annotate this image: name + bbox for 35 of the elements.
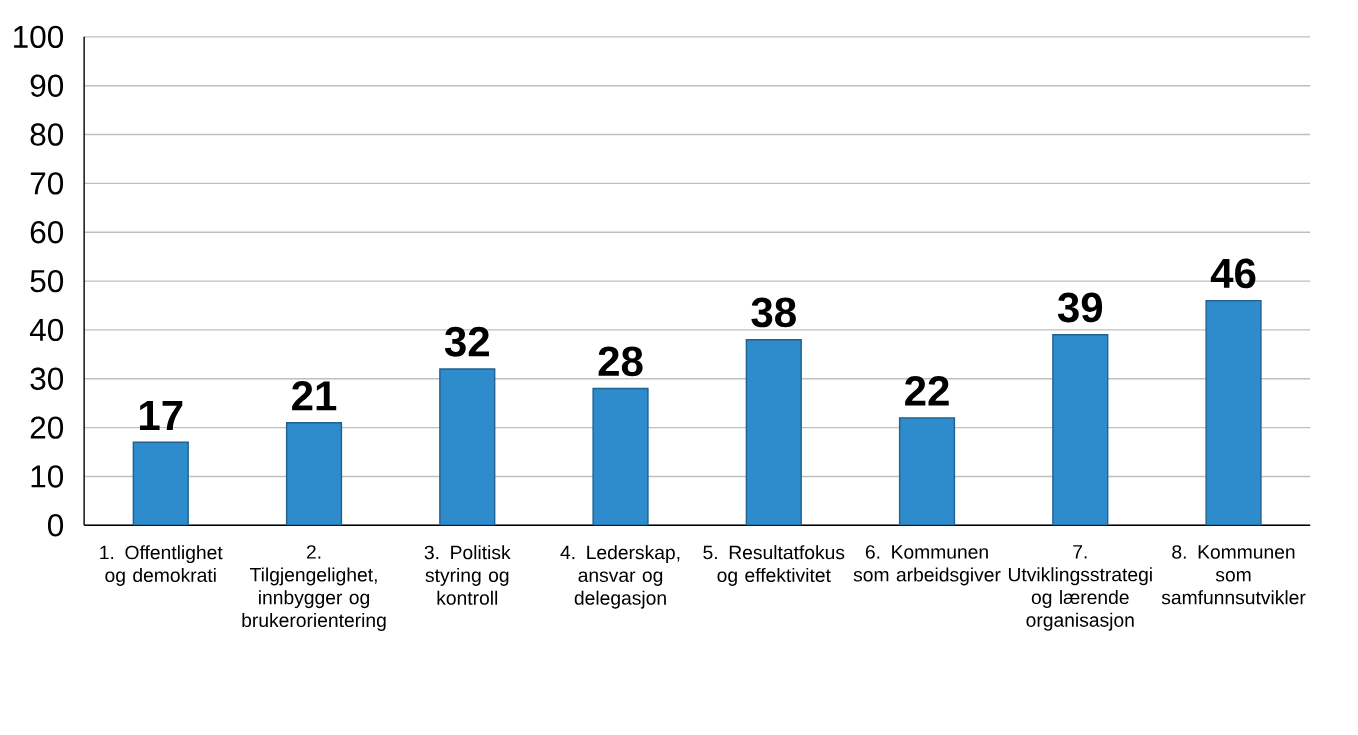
x-tick-label: 8. Kommunen som samfunnsutvikler [1161,545,1306,605]
data-label: 38 [751,297,796,328]
bar [745,339,802,526]
bar [898,417,956,526]
y-tick-label: 50 [30,270,64,293]
x-tick-label: 1. Offentlighet og demokrati [100,545,223,587]
data-label: 17 [140,401,183,431]
bar [132,441,189,526]
data-label: 21 [292,381,337,411]
y-tick-label: 90 [30,74,64,98]
x-tick-label: 2. Tilgjengelighet, innbygger og brukerorientering [242,545,386,632]
x-tick-label: 4. Lederskap, ansvar og delegasjon [560,545,680,609]
y-tick-label: 80 [30,123,64,146]
bar [439,368,496,526]
x-tick-label: 7. Utviklingsstrategi og lærende organisasjon [1008,545,1152,631]
y-tick-label: 0 [47,514,64,537]
y-tick-label: 100 [14,25,64,49]
y-tick-label: 10 [31,465,64,488]
y-tick-label: 60 [30,221,64,244]
y-tick-label: 30 [30,367,64,391]
bar [285,422,343,526]
x-tick-label: 6. Kommunen som arbeidsgiver [853,545,1001,586]
data-label: 22 [905,376,949,406]
bar [592,388,649,526]
bar [1052,334,1109,526]
x-tick-label: 5. Resultatfokus og effektivitet [703,545,845,587]
y-tick-label: 40 [29,318,64,342]
data-label: 28 [598,346,643,377]
y-tick-label: 70 [30,172,64,195]
data-label: 39 [1057,292,1103,323]
x-tick-label: 3. Politisk styring og kontroll [424,545,511,605]
data-label: 46 [1210,258,1256,289]
y-tick-label: 20 [30,416,64,439]
data-label: 32 [444,326,489,357]
bar [1205,300,1262,526]
